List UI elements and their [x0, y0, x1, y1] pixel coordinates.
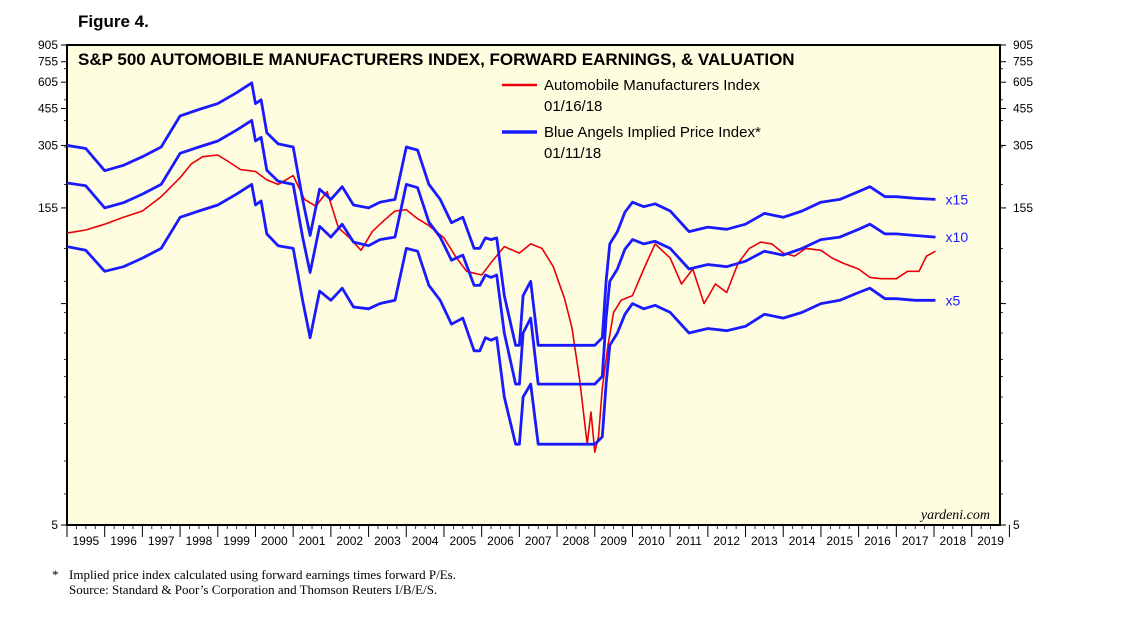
x-tick-label: 2014 — [789, 534, 816, 548]
plot-area — [66, 44, 1001, 526]
series-layer: x15 x10 x5 — [67, 81, 969, 454]
x-tick-label: 1999 — [223, 534, 250, 548]
x-tick-label: 2004 — [412, 534, 439, 548]
legend: Automobile Manufacturers Index 01/16/18 … — [502, 77, 761, 162]
source-text: Source: Standard & Poor’s Corporation an… — [69, 582, 438, 597]
x-tick-label: 2016 — [864, 534, 891, 548]
x-tick-label: 2019 — [977, 534, 1004, 548]
axes: 905 905 755 755 605 605 455 455 305 305 155 155 5 5 19… — [38, 38, 1033, 548]
y-tick-label-left: 605 — [38, 75, 58, 89]
y-tick-label-right: 905 — [1013, 38, 1033, 52]
x-tick-label: 2015 — [826, 534, 853, 548]
x-tick-label: 2009 — [600, 534, 627, 548]
legend-label-auto-index: Automobile Manufacturers Index — [544, 77, 760, 94]
series-line-implied-x15 — [67, 81, 936, 347]
figure-label: Figure 4. — [78, 12, 149, 31]
series-line-auto-index — [67, 154, 936, 454]
x-tick-label: 2018 — [940, 534, 967, 548]
x-tick-label: 2017 — [902, 534, 929, 548]
multiple-label-x10: x10 — [946, 229, 969, 245]
y-tick-label-left: 755 — [38, 55, 58, 69]
legend-label-implied-price: Blue Angels Implied Price Index* — [544, 124, 761, 141]
y-tick-label-right: 605 — [1013, 75, 1033, 89]
x-tick-label: 2002 — [336, 534, 363, 548]
x-tick-label: 1996 — [110, 534, 137, 548]
y-tick-label-right: 455 — [1013, 101, 1033, 115]
x-tick-label: 2012 — [713, 534, 740, 548]
y-tick-label-right: 305 — [1013, 138, 1033, 152]
x-tick-label: 2013 — [751, 534, 778, 548]
x-tick-label: 2008 — [563, 534, 590, 548]
multiple-label-x15: x15 — [946, 191, 969, 207]
x-tick-label: 2005 — [449, 534, 476, 548]
series-line-implied-x5 — [67, 182, 936, 446]
chart-title: S&P 500 AUTOMOBILE MANUFACTURERS INDEX, … — [78, 50, 795, 69]
footnote-text: Implied price index calculated using for… — [69, 567, 456, 582]
y-tick-label-left: 155 — [38, 201, 58, 215]
y-tick-label-left: 5 — [51, 518, 58, 532]
x-tick-label: 1995 — [72, 534, 99, 548]
footnote: * Implied price index calculated using fo… — [52, 567, 456, 597]
watermark: yardeni.com — [919, 508, 990, 523]
y-tick-label-left: 455 — [38, 101, 58, 115]
multiple-label-x5: x5 — [946, 292, 961, 308]
y-tick-label-left: 905 — [38, 38, 58, 52]
x-tick-label: 2011 — [676, 534, 702, 548]
x-tick-label: 2001 — [299, 534, 326, 548]
x-tick-label: 2003 — [374, 534, 401, 548]
x-tick-label: 2010 — [638, 534, 665, 548]
legend-date-auto-index: 01/16/18 — [544, 98, 602, 115]
x-tick-label: 1997 — [148, 534, 175, 548]
footnote-marker: * — [52, 567, 59, 582]
x-tick-label: 2006 — [487, 534, 514, 548]
legend-date-implied-price: 01/11/18 — [544, 145, 601, 162]
series-line-implied-x10 — [67, 119, 936, 386]
y-tick-label-right: 755 — [1013, 55, 1033, 69]
y-tick-label-right: 155 — [1013, 201, 1033, 215]
x-tick-label: 1998 — [186, 534, 213, 548]
x-tick-label: 2007 — [525, 534, 552, 548]
y-tick-label-left: 305 — [38, 138, 58, 152]
x-tick-label: 2000 — [261, 534, 288, 548]
y-tick-label-right: 5 — [1013, 518, 1020, 532]
